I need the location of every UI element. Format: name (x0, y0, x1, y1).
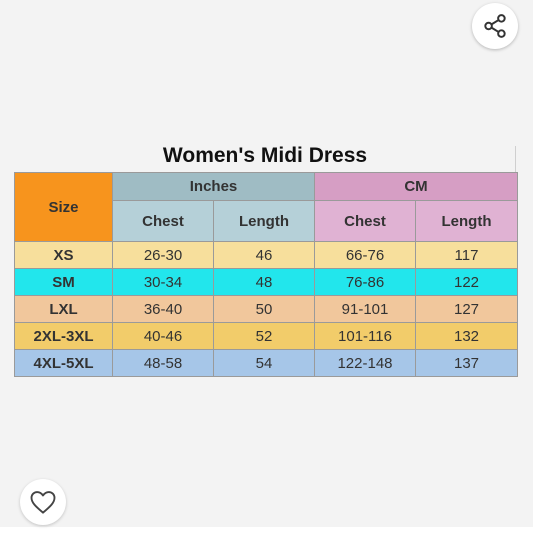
title-divider (515, 146, 516, 172)
inches-header: Inches (112, 172, 315, 201)
inches-length-header: Length (213, 200, 315, 242)
cm-chest-header: Chest (314, 200, 416, 242)
size-cell: XS (14, 241, 113, 269)
size-cell: 4XL-5XL (14, 349, 113, 377)
cm-length-cell: 137 (414, 349, 519, 377)
inches-length-cell: 48 (213, 268, 315, 296)
heart-outline-icon (30, 491, 56, 514)
cm-length-header: Length (414, 200, 519, 242)
cm-chest-cell: 101-116 (314, 322, 416, 350)
size-header: Size (14, 172, 113, 242)
cm-chest-cell: 91-101 (314, 295, 416, 323)
size-cell: 2XL-3XL (14, 322, 113, 350)
inches-length-cell: 50 (213, 295, 315, 323)
inches-chest-cell: 48-58 (112, 349, 214, 377)
size-chart-title: Women's Midi Dress (162, 144, 368, 167)
table-row: XS 26-30 46 66-76 117 (14, 241, 519, 269)
table-row: LXL 36-40 50 91-101 127 (14, 295, 519, 323)
cm-length-cell: 122 (414, 268, 519, 296)
table-row: 4XL-5XL 48-58 54 122-148 137 (14, 349, 519, 377)
cm-chest-cell: 66-76 (314, 241, 416, 269)
table-row: SM 30-34 48 76-86 122 (14, 268, 519, 296)
inches-chest-header: Chest (112, 200, 214, 242)
size-chart-table: Size Inches CM Chest Length Chest Length… (14, 172, 519, 377)
inches-length-cell: 52 (213, 322, 315, 350)
cm-chest-cell: 122-148 (314, 349, 416, 377)
favorite-button[interactable] (20, 479, 66, 525)
inches-length-cell: 54 (213, 349, 315, 377)
table-row: 2XL-3XL 40-46 52 101-116 132 (14, 322, 519, 350)
bottom-strip (0, 527, 533, 533)
share-icon (484, 14, 506, 38)
inches-chest-cell: 36-40 (112, 295, 214, 323)
size-cell: LXL (14, 295, 113, 323)
inches-chest-cell: 26-30 (112, 241, 214, 269)
cm-length-cell: 117 (414, 241, 519, 269)
inches-length-cell: 46 (213, 241, 315, 269)
inches-chest-cell: 30-34 (112, 268, 214, 296)
cm-chest-cell: 76-86 (314, 268, 416, 296)
inches-chest-cell: 40-46 (112, 322, 214, 350)
cm-header: CM (313, 172, 519, 201)
size-cell: SM (14, 268, 113, 296)
share-button[interactable] (472, 3, 518, 49)
cm-length-cell: 132 (414, 322, 519, 350)
cm-length-cell: 127 (414, 295, 519, 323)
